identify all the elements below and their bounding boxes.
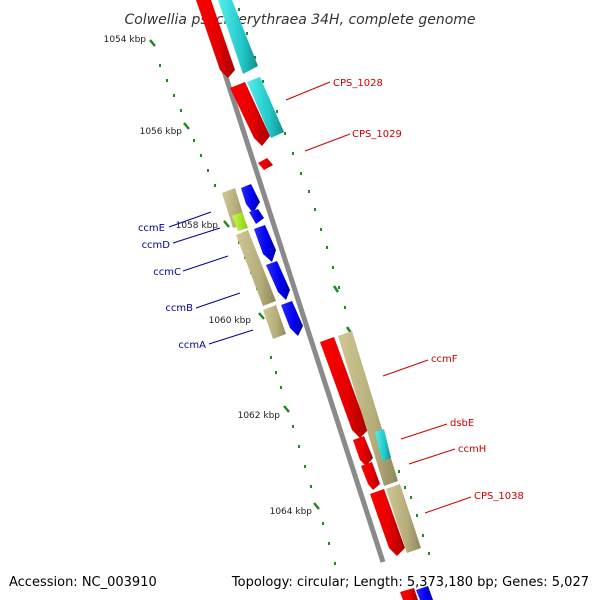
gene-label-ccmB: ccmB [165,303,193,314]
scale-label-1058: 1058 kbp [176,221,219,231]
genome-stats-text: Topology: circular; Length: 5,373,180 bp… [231,575,589,590]
scale-label-1054: 1054 kbp [104,35,147,45]
gene-feature-red [361,462,380,490]
gene-feature-red [196,0,235,78]
gene-feature-blue [241,184,260,213]
gene-feature-blue [416,586,433,600]
gene-feature-khaki [236,230,276,306]
genome-backbone [198,0,386,563]
gene-feature-red-small [258,158,273,170]
gene-cluster-ccm [222,184,303,339]
gene-feature-cyan [218,0,258,74]
gene-cluster-bottom [400,586,433,600]
gene-feature-khaki [386,484,421,553]
gene-label-cps1038: CPS_1038 [474,491,524,502]
map-title: Colwellia psychrerythraea 34H, complete … [124,12,475,28]
scale-label-1062: 1062 kbp [238,411,281,421]
gene-feature-blue [254,225,276,262]
scale-label-1064: 1064 kbp [270,507,313,517]
gene-leader-lines [168,81,472,514]
scale-labels: 1054 kbp 1056 kbp 1058 kbp 1060 kbp 1062… [104,35,313,517]
gene-feature-khaki [263,305,286,339]
gene-feature-red [400,588,418,600]
gene-cluster-ccmF [320,331,421,556]
gene-label-ccmH: ccmH [458,444,486,455]
gene-label-ccmA: ccmA [178,340,206,351]
gene-feature-red [353,436,373,466]
gene-feature-cyan [375,429,391,461]
gene-label-cps1028: CPS_1028 [333,78,383,89]
gene-feature-blue [281,301,303,336]
gene-feature-blue [249,209,264,224]
gene-label-ccmD: ccmD [142,240,171,251]
gene-feature-cyan [247,77,284,138]
gene-feature-blue [266,261,290,300]
gene-label-dsbE: dsbE [450,418,474,429]
gene-labels: CPS_1028 CPS_1029 ccmE ccmD ccmC ccmB cc… [138,78,524,502]
gene-feature-red [320,337,368,438]
gene-label-cps1029: CPS_1029 [352,129,402,140]
gene-feature-lime [232,212,248,231]
scale-label-1060: 1060 kbp [209,316,252,326]
scale-label-1056: 1056 kbp [140,127,183,137]
accession-text: Accession: NC_003910 [9,575,157,590]
gene-feature-red [230,82,270,146]
gene-label-ccmE: ccmE [138,223,165,234]
gene-label-ccmF: ccmF [431,354,458,365]
gene-cluster-top [196,0,284,170]
gene-label-ccmC: ccmC [153,267,181,278]
gene-feature-red [370,489,405,556]
